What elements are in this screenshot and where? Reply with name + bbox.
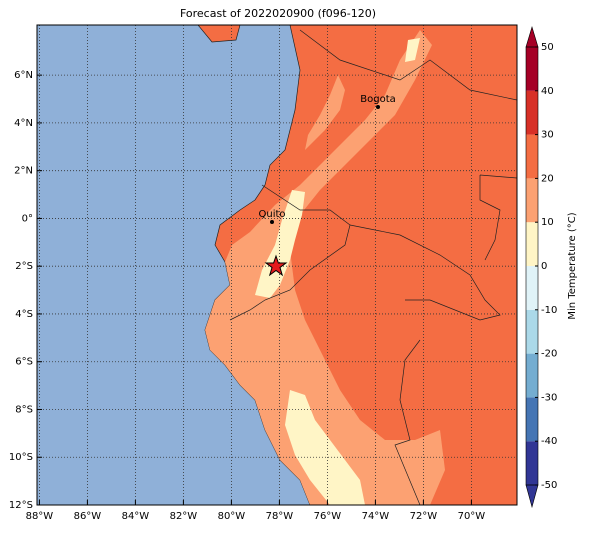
colorbar-tick-label: 20: [541, 173, 554, 184]
city-label: Bogota: [360, 94, 396, 105]
border: [229, 184, 351, 321]
border: [394, 339, 421, 505]
title: Forecast of 2022020900 (f096-120): [180, 7, 376, 20]
borders: [229, 29, 517, 505]
colorbar-tick-label: 0: [541, 261, 547, 272]
zone-mild: [285, 390, 365, 505]
y-tick-label: 12°S: [9, 500, 33, 511]
zone-mild: [405, 38, 420, 62]
colorbar-extend: [525, 25, 539, 48]
colorbar-tick-label: -20: [541, 349, 557, 360]
x-tick-label: 88°W: [26, 511, 54, 522]
zone-warm: [205, 30, 445, 505]
city-marker: [376, 105, 380, 109]
city-label: Quito: [258, 209, 285, 220]
colorbar-bin: [526, 222, 538, 266]
y-tick-label: 4°S: [15, 309, 33, 320]
x-tick-label: 72°W: [410, 511, 438, 522]
colorbar-bin: [526, 441, 538, 485]
border: [299, 29, 517, 101]
colorbar-bin: [526, 90, 538, 135]
colorbar-tick-label: -40: [541, 436, 557, 447]
colorbar-tick-label: 30: [541, 130, 554, 141]
colorbar-tick-label: 10: [541, 217, 554, 228]
x-tick-label: 84°W: [122, 511, 150, 522]
x-tick-label: 74°W: [362, 511, 390, 522]
colorbar-bin: [526, 47, 538, 91]
city-marker: [270, 220, 274, 224]
x-tick-label: 86°W: [74, 511, 102, 522]
y-tick-label: 8°S: [15, 404, 33, 415]
x-tick-label: 70°W: [458, 511, 486, 522]
colorbar-bin: [526, 134, 538, 179]
x-tick-label: 78°W: [266, 511, 294, 522]
y-tick-label: 6°N: [14, 70, 33, 81]
x-tick-label: 80°W: [218, 511, 246, 522]
map-frame: [36, 24, 518, 506]
colorbar: -50 -40 -30 -20 -10 0 10 20 30 40 50: [525, 25, 557, 509]
zone-mild: [255, 190, 305, 298]
land: [197, 25, 241, 43]
y-tick-label: 2°S: [15, 261, 33, 272]
border: [349, 224, 501, 321]
y-tick-label: 6°S: [15, 357, 33, 368]
y-tick-label: 0°: [22, 213, 33, 224]
colorbar-bin: [526, 353, 538, 398]
colorbar-bin: [526, 178, 538, 223]
y-tick-label: 2°N: [14, 166, 33, 177]
colorbar-tick-label: 40: [541, 86, 554, 97]
colorbar-bin: [526, 397, 538, 442]
colorbar-tick-label: -50: [541, 480, 557, 491]
border: [479, 174, 517, 261]
y-tick-label: 10°S: [9, 452, 33, 463]
colorbar-tick-label: -10: [541, 305, 557, 316]
y-tick-label: 4°N: [14, 118, 33, 129]
zone-warm: [305, 75, 345, 150]
x-tick-label: 76°W: [314, 511, 342, 522]
star-marker: [264, 254, 288, 277]
colorbar-bin: [526, 266, 538, 310]
colorbar-label: Min Temperature (°C): [567, 212, 578, 319]
x-tick-label: 82°W: [170, 511, 198, 522]
colorbar-tick-label: -30: [541, 392, 557, 403]
colorbar-bin: [526, 309, 538, 354]
map-area: Bogota Quito: [37, 25, 517, 505]
colorbar-tick-label: 50: [541, 42, 554, 53]
colorbar-extend: [525, 484, 539, 509]
axis-ticks: 88°W 86°W 84°W 82°W 80°W 78°W 76°W 74°W 72°W 70°W…: [9, 70, 485, 522]
